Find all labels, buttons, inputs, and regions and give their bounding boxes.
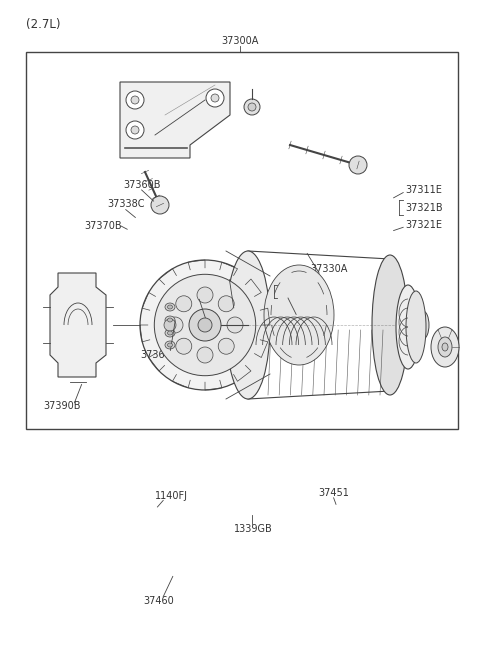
Ellipse shape xyxy=(264,265,334,365)
Ellipse shape xyxy=(167,317,183,333)
Text: 37300A: 37300A xyxy=(221,35,259,46)
Text: 37338C: 37338C xyxy=(107,199,144,210)
Text: 37311E: 37311E xyxy=(406,185,443,195)
Ellipse shape xyxy=(131,126,139,134)
Ellipse shape xyxy=(218,338,234,354)
Ellipse shape xyxy=(211,94,219,102)
Ellipse shape xyxy=(168,331,172,335)
Text: 37330T: 37330T xyxy=(291,305,328,315)
Ellipse shape xyxy=(372,255,408,395)
Ellipse shape xyxy=(165,341,175,349)
Ellipse shape xyxy=(442,343,448,351)
Ellipse shape xyxy=(406,291,426,363)
Ellipse shape xyxy=(227,317,243,333)
Text: (2.7L): (2.7L) xyxy=(26,18,61,31)
Ellipse shape xyxy=(176,338,192,354)
Ellipse shape xyxy=(176,296,192,312)
Ellipse shape xyxy=(168,318,172,322)
Polygon shape xyxy=(120,82,230,158)
Text: 37321B: 37321B xyxy=(406,202,443,213)
Ellipse shape xyxy=(165,316,175,324)
Ellipse shape xyxy=(206,89,224,107)
Text: 37460: 37460 xyxy=(143,596,174,607)
Text: 37342: 37342 xyxy=(191,320,222,331)
Ellipse shape xyxy=(349,156,367,174)
Ellipse shape xyxy=(165,303,175,311)
Text: 37451: 37451 xyxy=(318,487,349,498)
Text: 37321E: 37321E xyxy=(406,220,443,231)
Bar xyxy=(26,52,458,429)
Ellipse shape xyxy=(218,296,234,312)
Ellipse shape xyxy=(140,260,270,390)
Ellipse shape xyxy=(197,347,213,363)
Ellipse shape xyxy=(154,274,256,376)
Ellipse shape xyxy=(244,99,260,115)
Ellipse shape xyxy=(168,305,172,309)
Ellipse shape xyxy=(131,96,139,104)
Ellipse shape xyxy=(226,251,270,399)
Ellipse shape xyxy=(168,343,172,347)
Ellipse shape xyxy=(248,103,256,111)
Ellipse shape xyxy=(417,311,429,339)
Ellipse shape xyxy=(198,318,212,332)
Text: 37390B: 37390B xyxy=(44,401,81,411)
Text: 1339GB: 1339GB xyxy=(234,524,273,534)
Ellipse shape xyxy=(126,91,144,109)
Ellipse shape xyxy=(396,285,420,369)
Text: 1140FJ: 1140FJ xyxy=(156,491,188,502)
Ellipse shape xyxy=(126,121,144,139)
Polygon shape xyxy=(50,273,106,377)
Text: 37340: 37340 xyxy=(218,297,249,308)
Text: 37360B: 37360B xyxy=(123,179,160,190)
Ellipse shape xyxy=(431,327,459,367)
Text: 37330A: 37330A xyxy=(310,263,348,274)
Ellipse shape xyxy=(189,309,221,341)
Ellipse shape xyxy=(438,337,452,357)
Ellipse shape xyxy=(197,287,213,303)
Ellipse shape xyxy=(164,319,176,331)
Text: 37350B: 37350B xyxy=(274,286,312,297)
Text: 37367E: 37367E xyxy=(140,350,177,360)
Text: 37370B: 37370B xyxy=(84,221,122,231)
Ellipse shape xyxy=(165,329,175,337)
Ellipse shape xyxy=(151,196,169,214)
